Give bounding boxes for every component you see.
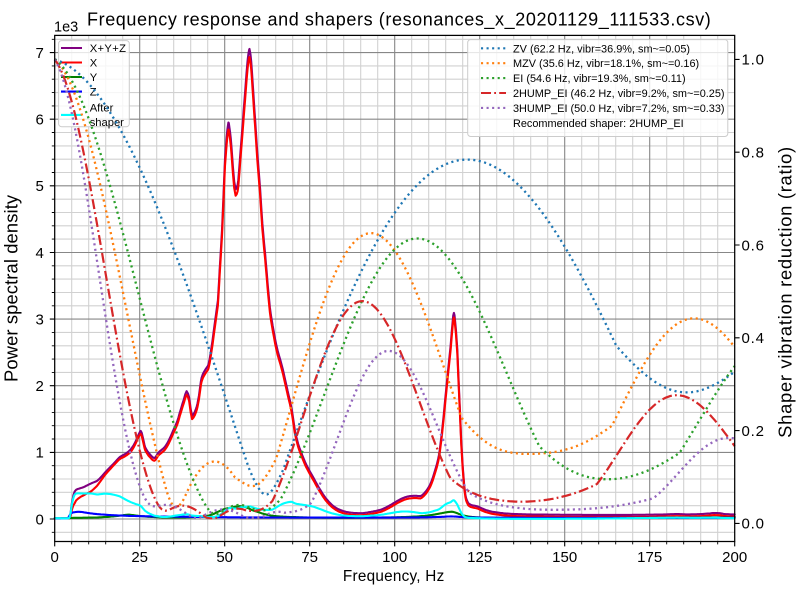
svg-text:200: 200	[722, 549, 747, 566]
svg-text:0: 0	[35, 511, 43, 528]
svg-text:Frequency response and shapers: Frequency response and shapers (resonanc…	[87, 10, 711, 31]
svg-text:175: 175	[637, 549, 662, 566]
svg-text:0.6: 0.6	[742, 237, 765, 254]
svg-text:125: 125	[467, 549, 492, 566]
svg-text:3HUMP_EI (50.0 Hz, vibr=7.2%,: 3HUMP_EI (50.0 Hz, vibr=7.2%, sm~=0.33)	[513, 103, 725, 115]
svg-text:0: 0	[51, 549, 59, 566]
svg-text:Recommended shaper: 2HUMP_EI: Recommended shaper: 2HUMP_EI	[513, 118, 684, 130]
svg-text:X+Y+Z: X+Y+Z	[90, 43, 127, 55]
svg-text:6: 6	[35, 112, 43, 129]
svg-text:2HUMP_EI (46.2 Hz, vibr=9.2%,: 2HUMP_EI (46.2 Hz, vibr=9.2%, sm~=0.25)	[513, 88, 725, 100]
svg-text:2: 2	[35, 378, 43, 395]
svg-text:X: X	[90, 58, 98, 70]
svg-text:1.0: 1.0	[742, 52, 765, 69]
svg-text:50: 50	[216, 549, 233, 566]
svg-text:75: 75	[301, 549, 318, 566]
svg-text:EI (54.6 Hz, vibr=19.3%, sm~=0: EI (54.6 Hz, vibr=19.3%, sm~=0.11)	[513, 73, 686, 85]
svg-text:Shaper vibration reduction (ra: Shaper vibration reduction (ratio)	[775, 146, 796, 438]
svg-text:5: 5	[35, 178, 43, 195]
svg-text:3: 3	[35, 311, 43, 328]
svg-text:ZV (62.2 Hz, vibr=36.9%, sm~=0: ZV (62.2 Hz, vibr=36.9%, sm~=0.05)	[513, 43, 690, 55]
svg-text:Y: Y	[90, 72, 98, 84]
svg-text:4: 4	[35, 245, 43, 262]
svg-text:Power spectral density: Power spectral density	[1, 194, 22, 382]
svg-text:7: 7	[35, 45, 43, 62]
svg-text:Z: Z	[90, 87, 97, 99]
svg-text:25: 25	[131, 549, 148, 566]
svg-text:MZV (35.6 Hz, vibr=18.1%, sm~=: MZV (35.6 Hz, vibr=18.1%, sm~=0.16)	[513, 58, 699, 70]
svg-text:0.4: 0.4	[742, 330, 765, 347]
svg-text:0.8: 0.8	[742, 145, 765, 162]
svg-text:1e3: 1e3	[54, 20, 78, 36]
svg-text:shaper: shaper	[90, 117, 124, 129]
svg-text:100: 100	[382, 549, 407, 566]
svg-text:0.2: 0.2	[742, 423, 765, 440]
svg-text:0.0: 0.0	[742, 516, 765, 533]
svg-text:1: 1	[35, 445, 43, 462]
svg-text:150: 150	[552, 549, 577, 566]
svg-text:After: After	[90, 103, 114, 115]
svg-text:Frequency, Hz: Frequency, Hz	[343, 568, 445, 585]
